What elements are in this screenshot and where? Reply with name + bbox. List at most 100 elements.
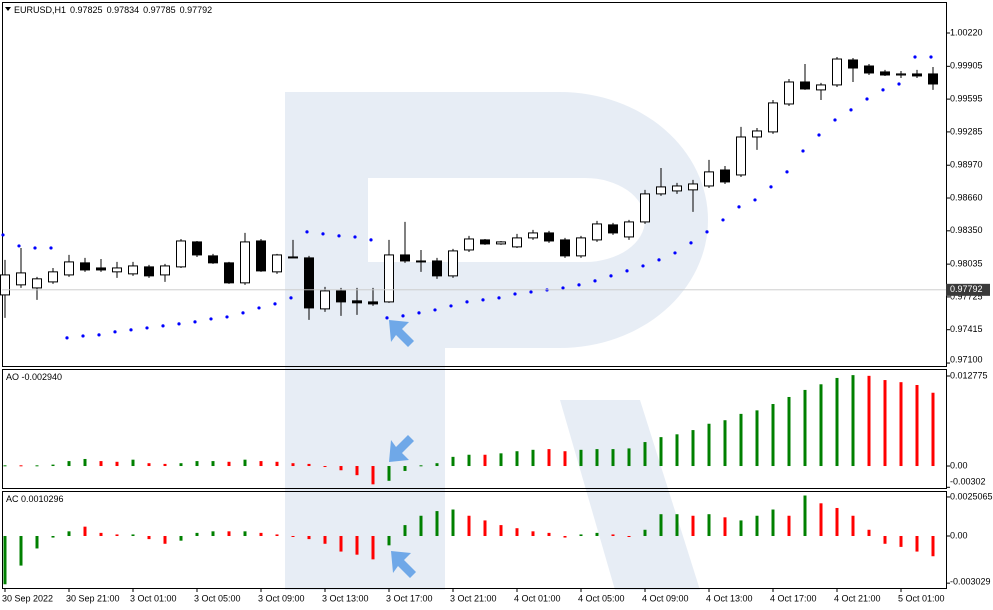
histogram-bar — [483, 454, 487, 467]
histogram-bar — [323, 466, 327, 468]
sar-dot — [753, 198, 757, 202]
histogram-bar — [867, 529, 871, 536]
sar-dot — [49, 246, 53, 250]
candle-body — [816, 84, 826, 91]
candle-body — [576, 237, 586, 257]
quote-value: 0.97834 — [107, 5, 140, 15]
y-tick-label: 0.00 — [950, 530, 968, 540]
histogram-bar — [355, 535, 359, 555]
histogram-bar — [227, 461, 231, 467]
candle-body — [800, 81, 810, 90]
y-tick-label: 0.97725 — [950, 291, 983, 301]
x-tick-label: 3 Oct 01:00 — [130, 593, 177, 603]
x-tick-label: 4 Oct 13:00 — [706, 593, 753, 603]
histogram-bar — [883, 535, 887, 544]
histogram-bar — [387, 535, 391, 546]
histogram-bar — [787, 396, 791, 467]
sar-dot — [673, 251, 677, 255]
histogram-bar — [339, 535, 343, 552]
price-label-box — [946, 283, 990, 296]
candle-body — [192, 241, 202, 256]
histogram-bar — [179, 535, 183, 541]
sar-dot — [225, 315, 229, 319]
histogram-bar — [723, 420, 727, 467]
candle-body — [672, 185, 682, 192]
candle-body — [240, 241, 250, 284]
candle-body — [336, 290, 346, 303]
candle-body — [768, 102, 778, 133]
candle-body — [48, 271, 58, 283]
histogram-bar — [915, 384, 919, 467]
candle-body — [160, 265, 170, 276]
sar-dot — [433, 308, 437, 312]
sar-dot — [481, 298, 485, 302]
candle-body — [656, 186, 666, 195]
histogram-bar — [867, 375, 871, 467]
quote-value: 0.97825 — [70, 5, 103, 15]
histogram-bar — [3, 465, 7, 467]
histogram-bar — [147, 535, 151, 540]
histogram-bar — [243, 459, 247, 467]
candle-body — [96, 267, 106, 271]
candle-body — [624, 221, 634, 238]
candle-body — [864, 65, 874, 74]
histogram-bar — [3, 535, 7, 585]
histogram-bar — [163, 535, 167, 544]
histogram-bar — [835, 377, 839, 467]
candle-body — [64, 261, 74, 276]
histogram-bar — [355, 466, 359, 476]
histogram-bar — [499, 525, 503, 536]
panel-title: AC 0.0010296 — [6, 494, 64, 504]
sar-dot — [353, 235, 357, 239]
histogram-bar — [787, 515, 791, 536]
sar-dot — [529, 290, 533, 294]
sar-dot — [449, 304, 453, 308]
histogram-bar — [131, 534, 135, 536]
histogram-bar — [627, 535, 631, 537]
histogram-bar — [115, 461, 119, 467]
sar-dot — [1, 233, 5, 237]
histogram-bar — [915, 535, 919, 552]
histogram-bar — [83, 526, 87, 536]
sar-dot — [337, 234, 341, 238]
histogram-bar — [515, 451, 519, 467]
histogram-bar — [403, 466, 407, 471]
y-tick-label: 0.00 — [950, 460, 968, 470]
candle-body — [80, 262, 90, 271]
sar-dot — [641, 264, 645, 268]
candle-body — [752, 130, 762, 138]
histogram-bar — [627, 448, 631, 467]
title-text: AC 0.0010296 — [6, 494, 64, 504]
sar-dot — [113, 330, 117, 334]
sar-dot — [929, 55, 933, 59]
sar-dot — [401, 314, 405, 318]
histogram-bar — [755, 515, 759, 536]
sar-dot — [657, 258, 661, 262]
menu-triangle — [5, 7, 11, 11]
y-tick-label: -0.00302 — [950, 476, 986, 486]
histogram-bar — [755, 410, 759, 467]
candle-body — [496, 241, 506, 245]
histogram-bar — [851, 375, 855, 467]
candle-body — [736, 136, 746, 176]
histogram-bar — [659, 437, 663, 467]
histogram-bar — [163, 463, 167, 467]
histogram-bar — [259, 532, 263, 536]
histogram-bar — [371, 466, 375, 485]
sar-dot — [465, 300, 469, 304]
sar-dot — [625, 269, 629, 273]
sar-dot — [705, 230, 709, 234]
histogram-bar — [579, 534, 583, 536]
y-tick-label: 0.0025065 — [950, 491, 993, 501]
sar-dot — [129, 328, 133, 332]
candle-body — [320, 290, 330, 310]
sar-dot — [609, 274, 613, 278]
candle-body — [896, 73, 906, 76]
sar-dot — [689, 241, 693, 245]
quote-value: 0.97785 — [143, 5, 176, 15]
histogram-bar — [227, 531, 231, 536]
sar-dot — [257, 306, 261, 310]
candle-body — [560, 239, 570, 257]
candle-body — [352, 300, 362, 304]
sar-dot — [65, 336, 69, 340]
